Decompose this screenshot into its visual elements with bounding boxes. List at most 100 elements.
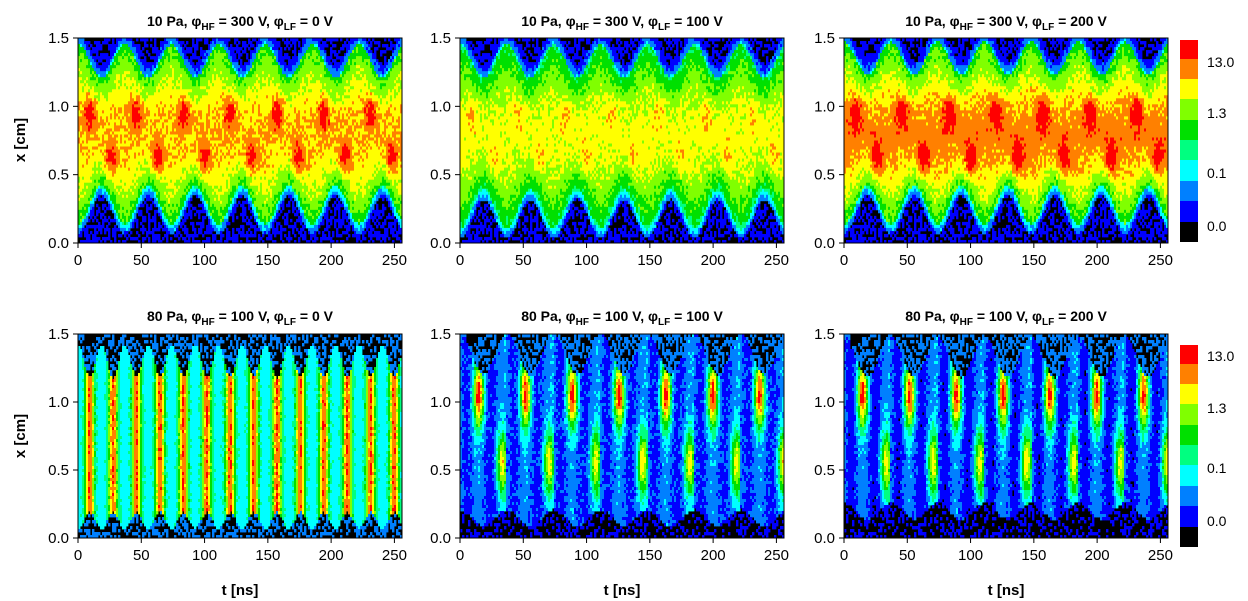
heatmap-cell: [142, 98, 145, 102]
heatmap-cell: [308, 203, 311, 211]
heatmap-cell: [284, 182, 287, 190]
heatmap-cell: [250, 164, 253, 172]
heatmap-cell: [94, 56, 97, 63]
heatmap-cell: [170, 110, 173, 114]
heatmap-cell: [382, 131, 385, 135]
heatmap-cell: [514, 113, 517, 147]
heatmap-cell: [186, 119, 189, 123]
heatmap-cell: [276, 152, 279, 156]
heatmap-cell: [156, 191, 159, 196]
heatmap-cell: [480, 191, 483, 199]
heatmap-cell: [304, 182, 307, 199]
heatmap-cell: [468, 197, 471, 202]
heatmap-cell: [312, 137, 315, 147]
heatmap-cell: [514, 224, 517, 229]
heatmap-cell: [114, 44, 117, 54]
heatmap-cell: [118, 56, 121, 63]
heatmap-cell: [286, 125, 289, 129]
heatmap-cell: [142, 185, 145, 190]
heatmap-cell: [80, 44, 83, 48]
heatmap-cell: [284, 131, 287, 135]
heatmap-cell: [290, 95, 293, 102]
heatmap-cell: [498, 59, 501, 75]
heatmap-cell: [304, 86, 307, 93]
heatmap-cell: [472, 215, 475, 220]
heatmap-cell: [142, 38, 145, 42]
heatmap-cell: [386, 227, 389, 238]
heatmap-cell: [282, 107, 285, 126]
heatmap-cell: [518, 44, 521, 54]
heatmap-cell: [390, 137, 393, 144]
heatmap-cell: [272, 218, 275, 223]
heatmap-cell: [398, 203, 401, 211]
heatmap-cell: [378, 77, 381, 81]
heatmap-cell: [260, 119, 263, 126]
heatmap-cell: [300, 182, 303, 199]
heatmap-cell: [466, 218, 469, 226]
heatmap-cell: [300, 59, 303, 63]
heatmap-cell: [490, 104, 493, 111]
heatmap-cell: [266, 236, 269, 241]
heatmap-cell: [268, 74, 271, 78]
heatmap-cell: [364, 74, 367, 84]
heatmap-cell: [200, 98, 203, 111]
heatmap-cell: [230, 191, 233, 199]
heatmap-cell: [250, 146, 253, 150]
heatmap-cell: [84, 215, 87, 220]
heatmap-cell: [94, 185, 97, 193]
heatmap-cell: [178, 146, 181, 150]
heatmap-cell: [130, 200, 133, 208]
heatmap-cell: [300, 53, 303, 60]
heatmap-cell: [82, 47, 85, 54]
heatmap-cell: [340, 101, 343, 108]
heatmap-cell: [390, 92, 393, 96]
heatmap-cell: [374, 116, 377, 120]
heatmap-cell: [492, 104, 495, 108]
heatmap-cell: [332, 50, 335, 54]
heatmap-cell: [504, 206, 507, 229]
heatmap-cell: [508, 176, 511, 202]
heatmap-cell: [328, 173, 331, 184]
heatmap-cell: [144, 101, 147, 114]
heatmap-cell: [316, 44, 319, 48]
heatmap-cell: [246, 137, 249, 153]
heatmap-cell: [172, 149, 175, 156]
heatmap-cell: [302, 170, 305, 178]
heatmap-cell: [334, 176, 337, 181]
heatmap-cell: [192, 221, 195, 232]
heatmap-cell: [316, 215, 319, 220]
heatmap-cell: [252, 191, 255, 196]
heatmap-cell: [256, 122, 259, 138]
heatmap-cell: [244, 143, 247, 147]
heatmap-cell: [514, 74, 517, 87]
heatmap-cell: [112, 131, 115, 135]
heatmap-cell: [222, 128, 225, 141]
heatmap-cell: [80, 197, 83, 211]
heatmap-cell: [112, 149, 115, 153]
heatmap-cell: [464, 110, 467, 138]
heatmap-cell: [322, 59, 325, 63]
heatmap-cell: [384, 227, 387, 244]
heatmap-cell: [196, 38, 199, 51]
heatmap-cell: [174, 209, 177, 223]
heatmap-cell: [254, 83, 257, 87]
heatmap-cell: [338, 77, 341, 84]
heatmap-cell: [96, 170, 99, 175]
heatmap-cell: [480, 236, 483, 241]
heatmap-cell: [100, 116, 103, 126]
heatmap-cell: [298, 110, 301, 132]
heatmap-cell: [348, 89, 351, 93]
heatmap-cell: [92, 233, 95, 244]
heatmap-cell: [358, 98, 361, 111]
heatmap-cell: [202, 233, 205, 238]
heatmap-cell: [184, 122, 187, 135]
heatmap-cell: [220, 191, 223, 196]
heatmap-cell: [106, 53, 109, 69]
heatmap-cell: [382, 83, 385, 87]
heatmap-cell: [222, 152, 225, 156]
heatmap-cell: [492, 86, 495, 102]
heatmap-cell: [238, 80, 241, 87]
heatmap-cell: [316, 56, 319, 60]
heatmap-cell: [500, 47, 503, 51]
heatmap-cell: [218, 38, 221, 42]
